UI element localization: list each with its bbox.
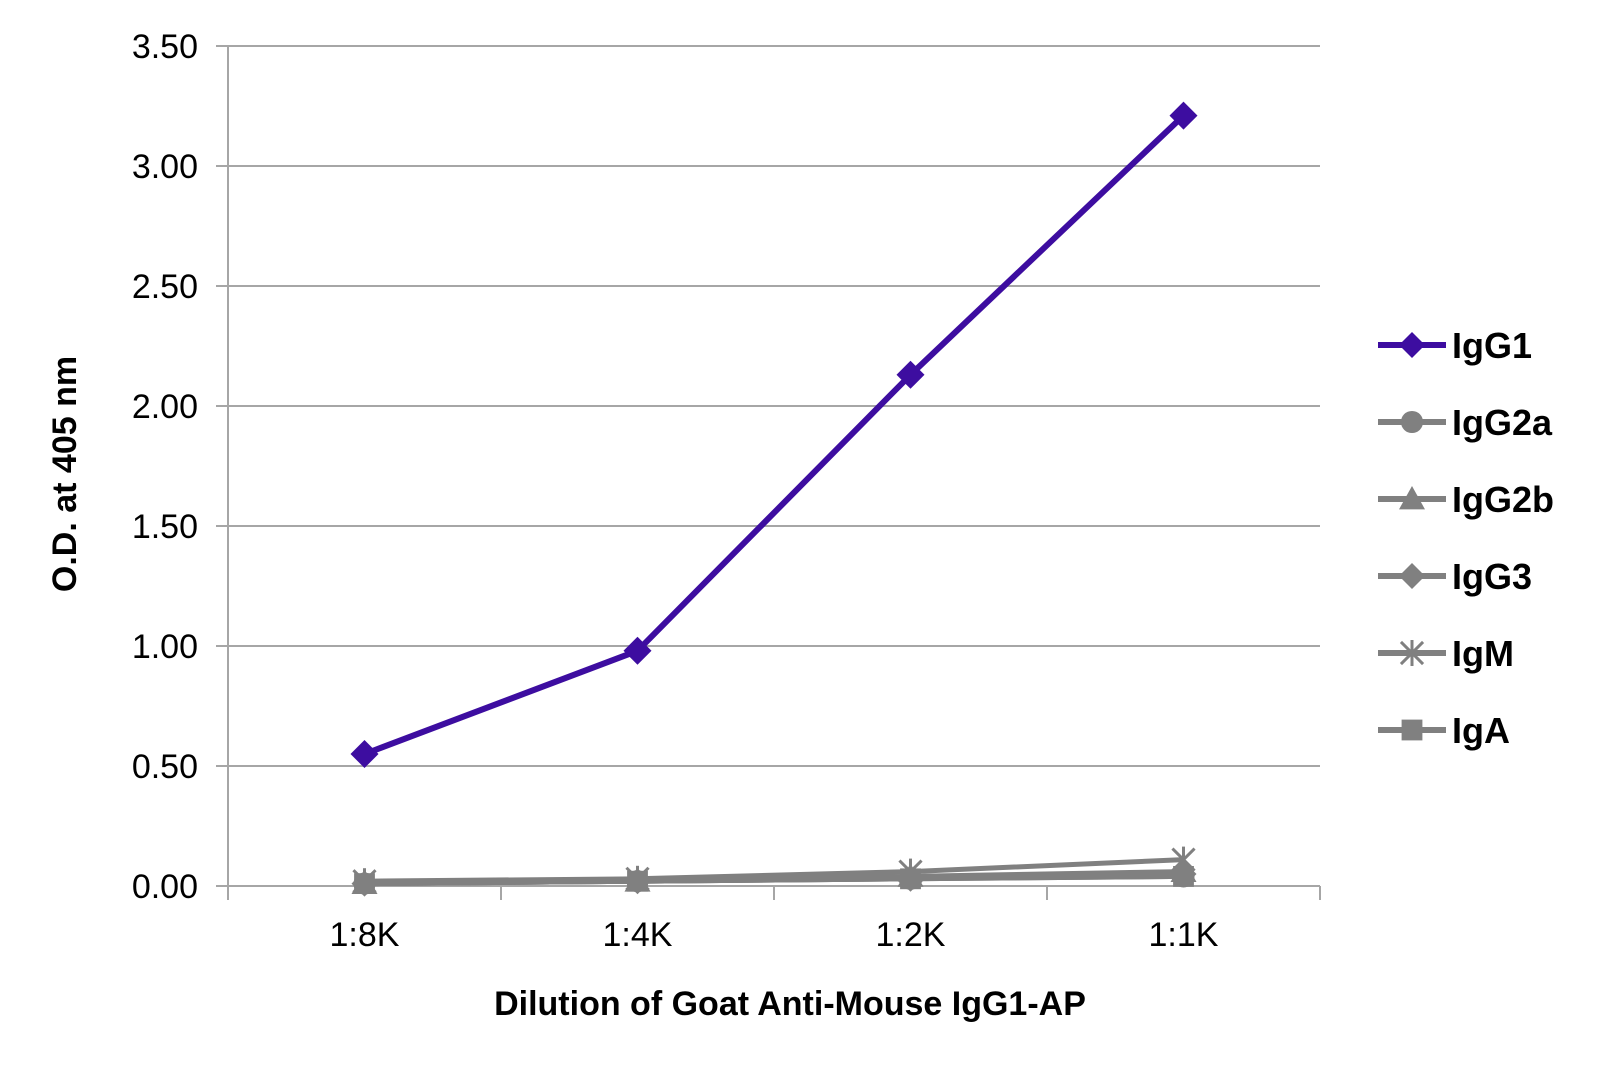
data-point <box>627 870 648 892</box>
y-tick-label: 3.00 <box>132 148 198 186</box>
series-iga <box>354 866 1194 894</box>
data-point <box>354 873 375 894</box>
legend: IgG1 IgG2a IgG2b IgG3 IgM IgA <box>1378 325 1554 751</box>
series-line <box>363 113 1186 757</box>
legend-item-igg2b: IgG2b <box>1378 479 1554 520</box>
legend-item-igg2a: IgG2a <box>1378 402 1553 443</box>
legend-label: IgG2a <box>1452 402 1553 443</box>
y-tick-label: 1.50 <box>132 508 198 546</box>
series-line <box>364 873 1184 887</box>
x-axis-title: Dilution of Goat Anti-Mouse IgG1-AP <box>494 985 1086 1023</box>
y-tick-label: 3.50 <box>132 28 198 66</box>
y-tick-label: 0.50 <box>132 748 198 786</box>
legend-item-igg3: IgG3 <box>1378 556 1532 597</box>
legend-label: IgA <box>1452 710 1510 751</box>
x-tick-label: 1:1K <box>1149 916 1219 954</box>
legend-label: IgG3 <box>1452 556 1532 597</box>
y-tick-label: 2.00 <box>132 388 198 426</box>
x-tick-label: 1:4K <box>603 916 673 954</box>
legend-marker <box>1399 563 1425 589</box>
data-point <box>1169 101 1198 130</box>
x-tick-label: 1:8K <box>330 916 400 954</box>
legend-item-igm: IgM <box>1378 633 1514 674</box>
legend-marker <box>1400 410 1424 434</box>
x-tick-label: 1:2K <box>876 916 946 954</box>
y-tick-label: 2.50 <box>132 268 198 306</box>
y-axis-title: O.D. at 405 nm <box>46 356 84 592</box>
axes: 0.00 0.50 1.00 1.50 2.00 2.50 3.00 3.50 1:8K 1:4K… <box>132 28 1321 954</box>
legend-label: IgM <box>1452 633 1514 674</box>
series-igg1 <box>350 101 1198 768</box>
y-tick-label: 0.00 <box>132 868 198 906</box>
series <box>350 101 1198 897</box>
y-tick-label: 1.00 <box>132 628 198 666</box>
legend-item-igg1: IgG1 <box>1378 325 1532 366</box>
data-point <box>350 740 379 768</box>
data-point <box>1173 866 1194 887</box>
legend-marker <box>1399 486 1425 510</box>
data-point <box>896 360 925 389</box>
legend-marker <box>1399 332 1425 358</box>
legend-label: IgG1 <box>1452 325 1532 366</box>
data-point <box>623 636 652 665</box>
legend-marker <box>1401 719 1423 741</box>
data-point <box>900 868 921 890</box>
legend-item-iga: IgA <box>1378 710 1510 751</box>
legend-label: IgG2b <box>1452 479 1554 520</box>
legend-marker <box>1399 640 1425 666</box>
gridlines <box>216 45 1320 887</box>
